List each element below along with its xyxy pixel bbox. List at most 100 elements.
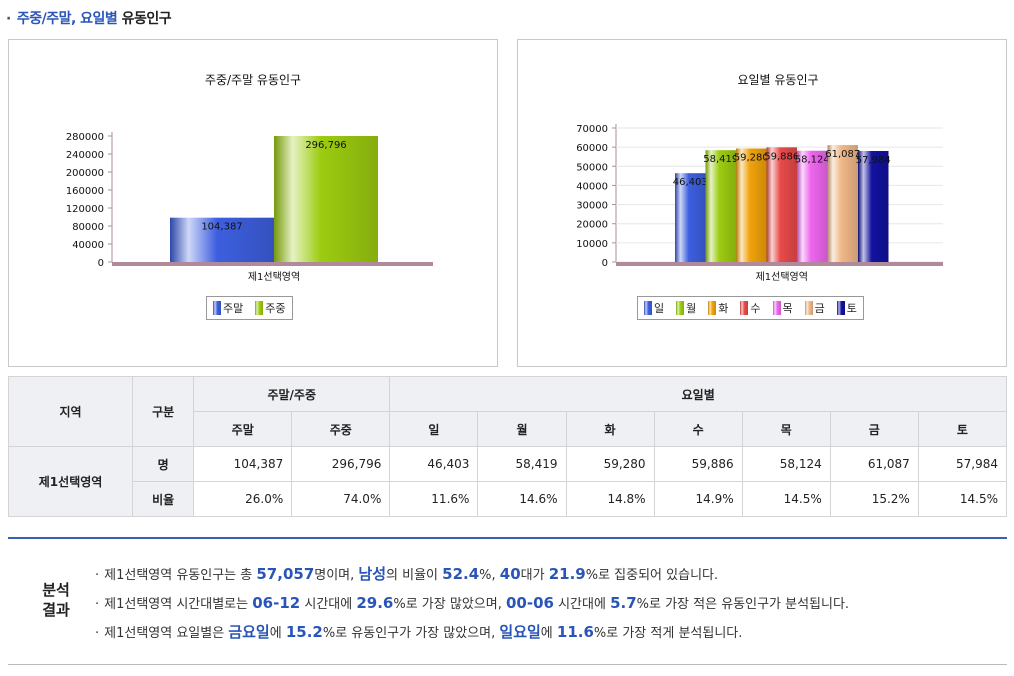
legend-label: 주말 — [223, 302, 244, 315]
data-label: 58,419 — [703, 154, 738, 165]
subheader: 월 — [477, 411, 567, 447]
analysis-text: 시간대에 — [300, 597, 357, 612]
section-title: · 주중/주말, 요일별 유동인구 — [6, 8, 172, 28]
x-tick-label: 제1선택영역 — [248, 271, 300, 283]
section-title-rest: 유동인구 — [117, 11, 172, 27]
header-weekend-weekday: 주말/주중 — [193, 376, 391, 412]
weekday-weekend-chart: 주중/주말 유동인구 280000 240000 200000 160000 120000… — [8, 39, 498, 367]
legend-swatch — [836, 301, 845, 315]
data-label: 59,886 — [764, 151, 799, 162]
section-bullet: · — [6, 11, 11, 27]
y-tick-label: 0 — [602, 258, 608, 269]
y-tick-label: 80000 — [72, 222, 104, 233]
divider — [8, 537, 1007, 539]
table-cell: 59,280 — [565, 446, 655, 482]
analysis-highlight: 40 — [499, 565, 521, 583]
analysis-highlight: 06-12 — [252, 594, 301, 612]
analysis-text: 제1선택영역 요일별은 — [104, 626, 229, 641]
legend-swatch — [740, 301, 749, 315]
y-tick-label: 60000 — [576, 143, 608, 154]
legend-swatch — [804, 301, 813, 315]
bar — [797, 150, 828, 262]
row-label: 명 — [132, 446, 195, 482]
bar — [858, 151, 889, 262]
legend-swatch — [213, 301, 221, 315]
subheader: 주말 — [193, 411, 293, 447]
data-label: 296,796 — [305, 140, 346, 151]
bullet: · — [95, 568, 100, 583]
table-cell: 14.6% — [477, 481, 567, 517]
chart-title: 요일별 유동인구 — [737, 73, 818, 87]
legend-label: 월 — [686, 302, 697, 315]
table-cell: 104,387 — [193, 446, 293, 482]
weekday-weekend-chart-svg: 주중/주말 유동인구 280000 240000 200000 160000 120000… — [66, 73, 433, 283]
analysis-text: 에 — [269, 626, 286, 641]
bullet: · — [95, 626, 100, 641]
table-cell: 61,087 — [829, 446, 919, 482]
legend-item: 화 — [708, 300, 728, 316]
table-cell: 59,886 — [653, 446, 743, 482]
legend-item: 토 — [836, 300, 857, 316]
analysis-highlight: 남성 — [358, 565, 387, 583]
y-tick-label: 70000 — [576, 124, 608, 135]
table-cell: 14.5% — [741, 481, 831, 517]
population-table: 지역 구분 주말/주중 요일별 주말 주중 일 월 화 수 목 금 토 제1선택… — [7, 376, 1008, 517]
table-row: 비율 26.0% 74.0% 11.6% 14.6% 14.8% 14.9% 1… — [9, 481, 1008, 517]
analysis-highlight: 21.9 — [548, 565, 586, 583]
chart-title: 주중/주말 유동인구 — [205, 73, 301, 87]
analysis-text: 명이며, — [314, 568, 359, 583]
x-axis — [616, 262, 943, 266]
y-tick-label: 120000 — [66, 204, 104, 215]
analysis-highlight: 11.6 — [556, 623, 594, 641]
data-label: 61,087 — [825, 149, 860, 160]
header-region: 지역 — [7, 376, 134, 447]
y-tick-label: 160000 — [66, 186, 104, 197]
data-label: 58,124 — [795, 155, 830, 166]
analysis-line-3: · 제1선택영역 요일별은 금요일에 15.2%로 유동인구가 가장 많았으며, … — [95, 621, 849, 650]
x-tick-label: 제1선택영역 — [756, 271, 808, 283]
data-label: 104,387 — [201, 222, 242, 233]
bar — [274, 136, 378, 262]
legend-item: 금 — [804, 300, 825, 316]
analysis-highlight: 29.6 — [356, 594, 394, 612]
dayofweek-chart-svg: 요일별 유동인구 70000 60000 50000 40000 30000 20000 10… — [576, 73, 943, 283]
bar — [170, 217, 274, 262]
table-cell: 296,796 — [291, 446, 391, 482]
subheader: 토 — [917, 411, 1008, 447]
analysis-text: %, — [479, 568, 500, 583]
analysis-label-line: 분석 — [42, 581, 70, 599]
analysis-label: 분석 결과 — [36, 580, 76, 620]
bullet: · — [95, 597, 100, 612]
header-dayofweek: 요일별 — [389, 376, 1007, 412]
legend-item: 주중 — [255, 300, 286, 316]
analysis-text: 제1선택영역 시간대별로는 — [104, 597, 253, 612]
header-type: 구분 — [132, 376, 195, 447]
y-tick-label: 200000 — [66, 168, 104, 179]
data-label: 57,984 — [856, 155, 891, 166]
analysis-highlight: 15.2 — [285, 623, 323, 641]
y-tick-label: 20000 — [576, 220, 608, 231]
legend-swatch — [676, 301, 685, 315]
analysis-text: %로 집중되어 있습니다. — [585, 568, 719, 583]
bar — [675, 173, 706, 262]
table-cell: 11.6% — [389, 481, 479, 517]
y-tick-label: 0 — [98, 258, 104, 269]
subheader: 목 — [741, 411, 831, 447]
analysis-highlight: 00-06 — [505, 594, 554, 612]
analysis-text: %로 가장 적은 유동인구가 분석됩니다. — [636, 597, 850, 612]
analysis-highlight: 57,057 — [256, 565, 315, 583]
table-cell: 26.0% — [193, 481, 293, 517]
table-cell: 58,419 — [477, 446, 567, 482]
table-cell: 57,984 — [917, 446, 1008, 482]
x-axis — [112, 262, 433, 266]
analysis-highlight: 5.7 — [610, 594, 637, 612]
analysis-highlight: 금요일 — [228, 623, 270, 641]
analysis-line-2: · 제1선택영역 시간대별로는 06-12 시간대에 29.6%로 가장 많았으며… — [95, 592, 849, 621]
analysis-text: 제1선택영역 유동인구는 총 — [104, 568, 257, 583]
analysis-text: %로 가장 적게 분석됩니다. — [593, 626, 743, 641]
table-cell: 15.2% — [829, 481, 919, 517]
table-cell: 14.8% — [565, 481, 655, 517]
legend-label: 주중 — [265, 302, 286, 315]
table-cell: 58,124 — [741, 446, 831, 482]
subheader: 수 — [653, 411, 743, 447]
